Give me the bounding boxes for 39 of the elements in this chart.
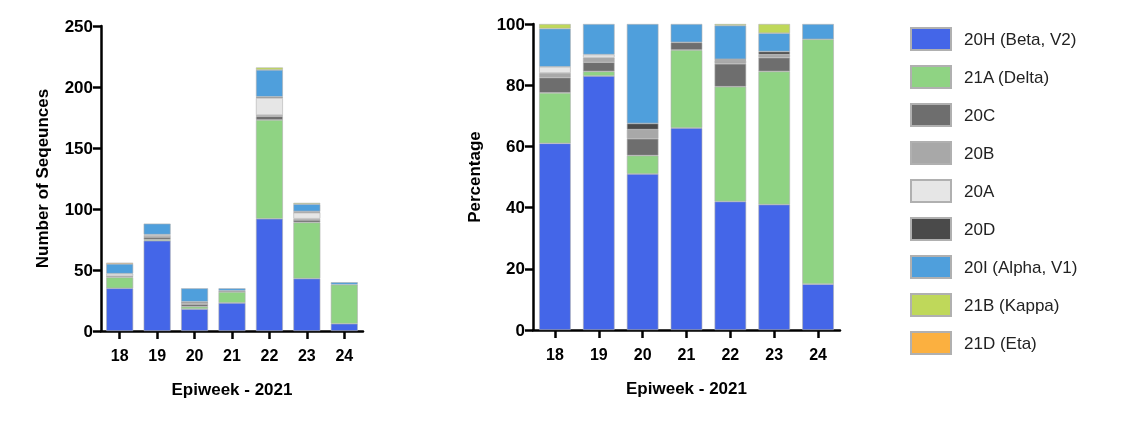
legend-label: 20D: [964, 219, 996, 239]
x-tick-label: 24: [335, 346, 354, 364]
y-tick-label: 100: [496, 14, 525, 34]
x-tick-label: 20: [185, 346, 204, 364]
x-tick-label: 21: [223, 346, 241, 364]
x-tick-label: 20: [633, 345, 652, 363]
y-axis-title: Number of Seqeunces: [33, 88, 52, 269]
x-tick-label: 18: [110, 346, 129, 364]
y-tick-label: 50: [74, 260, 93, 280]
x-tick-label: 22: [260, 346, 279, 364]
y-tick-label: 150: [64, 138, 93, 158]
y-tick-label: 80: [506, 75, 525, 95]
x-tick-label: 23: [297, 346, 316, 364]
y-axis-title: Percentage: [465, 131, 484, 223]
x-tick-label: 23: [765, 345, 784, 363]
y-tick-label: 20: [506, 259, 525, 279]
y-tick-label: 250: [64, 16, 93, 36]
x-tick-label: 21: [677, 345, 696, 363]
legend-label: 21D (Eta): [964, 333, 1037, 353]
y-tick-label: 200: [64, 77, 93, 97]
y-tick-label: 0: [83, 321, 93, 341]
x-axis-title: Epiweek - 2021: [626, 379, 747, 398]
x-tick-label: 24: [809, 345, 828, 363]
y-tick-label: 60: [506, 136, 525, 156]
y-tick-label: 0: [515, 320, 525, 340]
x-tick-label: 22: [721, 345, 740, 363]
legend-label: 20I (Alpha, V1): [964, 257, 1078, 277]
legend-label: 20C: [964, 105, 996, 125]
x-axis-title: Epiweek - 2021: [171, 380, 293, 399]
y-tick-label: 40: [506, 198, 525, 218]
x-tick-label: 19: [148, 346, 167, 364]
legend-label: 21A (Delta): [964, 67, 1050, 87]
legend-label: 20B: [964, 143, 995, 163]
x-tick-label: 18: [546, 345, 564, 363]
x-tick-label: 19: [589, 345, 608, 363]
legend-label: 20H (Beta, V2): [964, 29, 1077, 49]
y-tick-label: 100: [64, 199, 93, 219]
legend-label: 20A: [964, 181, 995, 201]
legend-label: 21B (Kappa): [964, 295, 1060, 315]
